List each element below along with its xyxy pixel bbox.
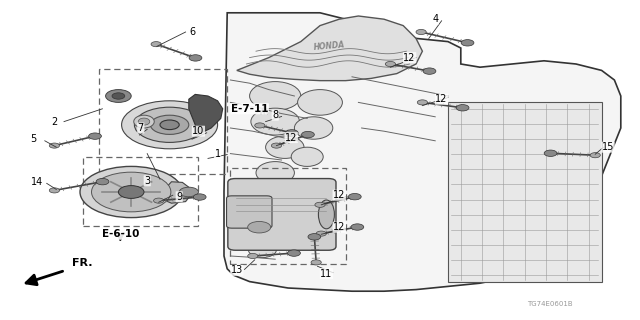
Circle shape — [315, 202, 325, 207]
Ellipse shape — [272, 182, 304, 202]
Ellipse shape — [257, 220, 293, 241]
Text: 3: 3 — [144, 176, 150, 186]
Circle shape — [287, 250, 300, 256]
Circle shape — [423, 68, 436, 74]
Circle shape — [49, 143, 60, 148]
Circle shape — [385, 61, 396, 67]
Circle shape — [351, 224, 364, 230]
Circle shape — [416, 29, 426, 35]
Text: FR.: FR. — [72, 258, 92, 268]
Ellipse shape — [298, 90, 342, 115]
Polygon shape — [189, 94, 223, 134]
Ellipse shape — [294, 117, 333, 139]
Text: 6: 6 — [189, 27, 195, 37]
Polygon shape — [165, 182, 191, 203]
Bar — [99, 69, 227, 174]
Circle shape — [308, 234, 321, 240]
Text: 12: 12 — [435, 94, 448, 104]
Circle shape — [590, 153, 600, 158]
Circle shape — [348, 194, 361, 200]
Circle shape — [461, 40, 474, 46]
Circle shape — [154, 198, 164, 203]
Text: 1: 1 — [214, 148, 221, 159]
Text: 12: 12 — [285, 132, 298, 143]
Circle shape — [112, 93, 125, 99]
Ellipse shape — [251, 108, 300, 135]
Circle shape — [160, 120, 179, 130]
Circle shape — [311, 260, 321, 265]
Text: 8: 8 — [272, 110, 278, 120]
Text: 2: 2 — [51, 116, 58, 127]
Text: HONDA: HONDA — [314, 41, 346, 52]
Circle shape — [316, 231, 326, 236]
Circle shape — [80, 166, 182, 218]
Circle shape — [248, 221, 271, 233]
Polygon shape — [224, 13, 621, 291]
Circle shape — [150, 115, 189, 134]
Circle shape — [193, 194, 206, 200]
Text: 4: 4 — [432, 14, 438, 24]
Text: 12: 12 — [333, 222, 346, 232]
Circle shape — [151, 42, 161, 47]
Circle shape — [456, 105, 469, 111]
Ellipse shape — [134, 115, 154, 128]
Circle shape — [248, 253, 258, 259]
Text: 12: 12 — [403, 52, 416, 63]
Circle shape — [118, 186, 144, 198]
Circle shape — [134, 107, 205, 142]
Ellipse shape — [266, 136, 304, 158]
Circle shape — [49, 188, 60, 193]
Circle shape — [417, 100, 428, 105]
FancyBboxPatch shape — [227, 196, 272, 228]
Circle shape — [179, 187, 198, 197]
Bar — [83, 157, 198, 226]
Circle shape — [285, 130, 298, 136]
Ellipse shape — [138, 118, 150, 125]
Text: 9: 9 — [176, 192, 182, 202]
Ellipse shape — [256, 162, 294, 184]
Ellipse shape — [250, 82, 301, 110]
Ellipse shape — [246, 198, 278, 218]
Circle shape — [271, 143, 282, 148]
Circle shape — [88, 133, 101, 139]
Bar — [230, 168, 346, 264]
Ellipse shape — [319, 200, 334, 229]
Text: 14: 14 — [31, 177, 44, 188]
Circle shape — [255, 123, 265, 128]
Text: 12: 12 — [333, 190, 346, 200]
Circle shape — [122, 101, 218, 149]
Text: E-7-11: E-7-11 — [231, 104, 268, 114]
Circle shape — [544, 150, 557, 156]
Text: 10: 10 — [192, 126, 205, 136]
Ellipse shape — [291, 147, 323, 166]
Polygon shape — [237, 16, 422, 81]
Circle shape — [301, 132, 314, 138]
Circle shape — [92, 172, 171, 212]
Circle shape — [189, 55, 202, 61]
Text: 11: 11 — [320, 268, 333, 279]
Text: 13: 13 — [230, 265, 243, 276]
Text: 7: 7 — [138, 123, 144, 133]
Text: 5: 5 — [30, 134, 36, 144]
Text: TG74E0601B: TG74E0601B — [527, 300, 573, 307]
Ellipse shape — [248, 242, 276, 258]
Circle shape — [106, 90, 131, 102]
Bar — [448, 102, 602, 282]
FancyBboxPatch shape — [228, 179, 336, 250]
Text: 15: 15 — [602, 142, 614, 152]
Text: E-6-10: E-6-10 — [102, 229, 139, 239]
Circle shape — [96, 179, 109, 185]
